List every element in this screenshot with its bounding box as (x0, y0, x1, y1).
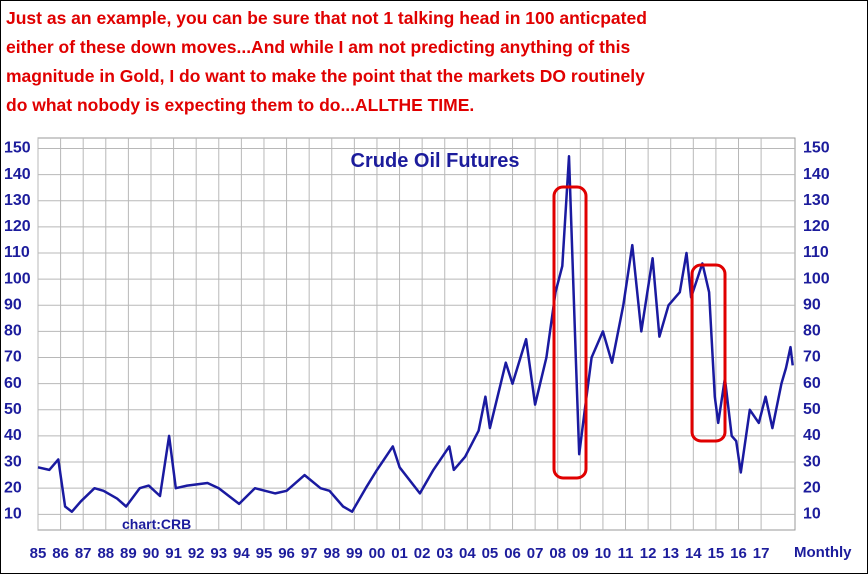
y-tick-label: 40 (4, 427, 22, 444)
x-tick-label: 17 (753, 545, 770, 562)
y2-tick-label: 60 (803, 375, 821, 392)
y2-tick-label: 70 (803, 349, 821, 366)
x-tick-label: 88 (97, 545, 114, 562)
x-tick-label: 02 (414, 545, 431, 562)
y-tick-label: 150 (4, 140, 31, 157)
chart-title: Crude Oil Futures (351, 150, 520, 172)
x-tick-label: 89 (120, 545, 137, 562)
x-tick-label: 10 (595, 545, 612, 562)
commentary-line: do what nobody is expecting them to do..… (6, 95, 474, 115)
y-tick-label: 60 (4, 375, 22, 392)
x-tick-label: 08 (549, 545, 566, 562)
x-tick-label: 85 (30, 545, 47, 562)
highlight-box (552, 185, 588, 480)
commentary-line: magnitude in Gold, I do want to make the… (6, 66, 645, 86)
y2-tick-label: 130 (803, 192, 830, 209)
y2-tick-label: 20 (803, 479, 821, 496)
y2-tick-label: 110 (803, 244, 829, 261)
x-tick-label: 11 (618, 545, 634, 562)
x-tick-label: 96 (278, 545, 295, 562)
y-tick-label: 80 (4, 323, 22, 340)
x-tick-label: 04 (459, 545, 476, 562)
source-label: chart:CRB (122, 516, 191, 532)
y2-tick-label: 40 (803, 427, 821, 444)
x-tick-label: 15 (708, 545, 725, 562)
x-tick-label: 07 (527, 545, 544, 562)
y-tick-label: 20 (4, 479, 22, 496)
y-tick-label: 90 (4, 296, 22, 313)
frequency-label: Monthly (794, 544, 852, 561)
y-tick-label: 140 (4, 166, 31, 183)
x-tick-label: 95 (256, 545, 273, 562)
x-tick-label: 99 (346, 545, 363, 562)
y2-tick-label: 150 (803, 140, 830, 157)
y2-tick-label: 30 (803, 453, 821, 470)
y-tick-label: 70 (4, 349, 22, 366)
commentary-line: Just as an example, you can be sure that… (6, 8, 647, 28)
x-tick-label: 92 (188, 545, 205, 562)
highlight-box (690, 263, 727, 443)
price-line (37, 155, 794, 513)
y2-tick-label: 50 (803, 401, 821, 418)
y2-tick-label: 120 (803, 218, 830, 235)
y-tick-label: 120 (4, 218, 31, 235)
y2-tick-label: 10 (803, 506, 821, 523)
x-tick-label: 13 (662, 545, 679, 562)
x-tick-label: 97 (301, 545, 318, 562)
y-tick-label: 10 (4, 506, 22, 523)
x-tick-label: 93 (210, 545, 227, 562)
x-tick-label: 06 (504, 545, 521, 562)
y-tick-label: 30 (4, 453, 22, 470)
y2-tick-label: 80 (803, 323, 821, 340)
x-tick-label: 01 (391, 545, 408, 562)
y-tick-label: 50 (4, 401, 22, 418)
x-tick-label: 91 (165, 545, 182, 562)
x-tick-label: 00 (369, 545, 386, 562)
x-tick-label: 87 (75, 545, 92, 562)
y2-tick-label: 140 (803, 166, 830, 183)
x-tick-label: 94 (233, 545, 250, 562)
x-tick-label: 14 (685, 545, 702, 562)
plot-area (37, 137, 796, 531)
x-tick-label: 03 (436, 545, 453, 562)
x-tick-label: 16 (730, 545, 747, 562)
commentary-line: either of these down moves...And while I… (6, 37, 630, 57)
y-tick-label: 130 (4, 192, 31, 209)
y-tick-label: 110 (4, 244, 30, 261)
x-tick-label: 09 (572, 545, 589, 562)
x-tick-label: 90 (143, 545, 160, 562)
x-tick-label: 86 (52, 545, 69, 562)
y2-tick-label: 90 (803, 296, 821, 313)
x-tick-label: 12 (640, 545, 657, 562)
y-tick-label: 100 (4, 270, 31, 287)
y2-tick-label: 100 (803, 270, 830, 287)
x-tick-label: 05 (482, 545, 499, 562)
x-tick-label: 98 (323, 545, 340, 562)
